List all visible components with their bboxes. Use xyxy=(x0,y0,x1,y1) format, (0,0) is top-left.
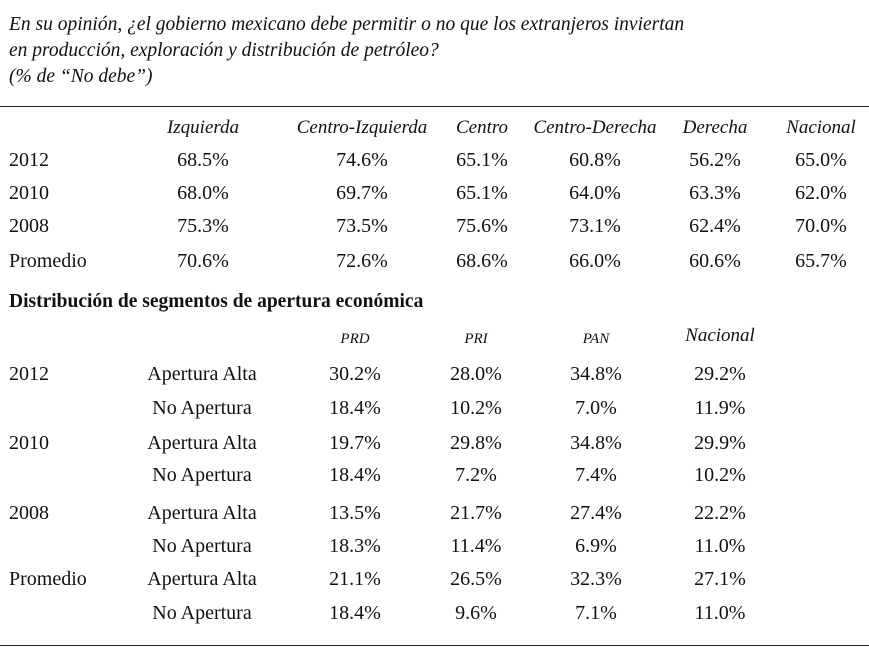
table-cell: 18.4% xyxy=(329,397,381,419)
column-header: Nacional xyxy=(786,117,856,138)
segment-label: Apertura Alta xyxy=(147,432,257,454)
question-title: En su opinión, ¿el gobierno mexicano deb… xyxy=(9,12,864,90)
column-header: Centro-Izquierda xyxy=(296,117,428,138)
table-cell: 32.3% xyxy=(570,568,622,590)
table-cell: 29.8% xyxy=(450,432,502,454)
group-label: 2010 xyxy=(9,432,49,454)
table-cell: 65.1% xyxy=(456,149,508,171)
table-cell: 11.9% xyxy=(694,397,746,419)
column-header: Centro-Derecha xyxy=(533,117,657,138)
segment-label: No Apertura xyxy=(152,397,252,419)
table-cell: 6.9% xyxy=(575,535,617,557)
column-header: PRI xyxy=(464,331,488,347)
segment-label: Apertura Alta xyxy=(147,363,257,385)
segment-label: Apertura Alta xyxy=(147,502,257,524)
group-label: Promedio xyxy=(9,568,87,590)
table-cell: 64.0% xyxy=(569,182,621,204)
title-line-1: En su opinión, ¿el gobierno mexicano deb… xyxy=(9,14,685,35)
table-cell: 26.5% xyxy=(450,568,502,590)
table-cell: 7.2% xyxy=(455,464,497,486)
title-line-2: en producción, exploración y distribució… xyxy=(9,40,439,61)
top-rule xyxy=(0,106,869,107)
row-label: Promedio xyxy=(9,250,87,272)
table-cell: 27.4% xyxy=(570,502,622,524)
table-cell: 27.1% xyxy=(694,568,746,590)
table-cell: 73.5% xyxy=(336,215,388,237)
column-header: PRD xyxy=(340,331,370,347)
table-cell: 10.2% xyxy=(694,464,746,486)
column-header: Centro xyxy=(455,117,509,138)
table-cell: 7.4% xyxy=(575,464,617,486)
table-cell: 68.6% xyxy=(456,250,508,272)
table-cell: 72.6% xyxy=(336,250,388,272)
table-cell: 7.0% xyxy=(575,397,617,419)
group-label: 2008 xyxy=(9,502,49,524)
table-cell: 69.7% xyxy=(336,182,388,204)
table-cell: 34.8% xyxy=(570,363,622,385)
group-label: 2012 xyxy=(9,363,49,385)
table-cell: 70.0% xyxy=(795,215,847,237)
table-cell: 28.0% xyxy=(450,363,502,385)
column-header: Derecha xyxy=(682,117,748,138)
table-cell: 65.1% xyxy=(456,182,508,204)
table-cell: 22.2% xyxy=(694,502,746,524)
table-cell: 60.6% xyxy=(689,250,741,272)
table-cell: 10.2% xyxy=(450,397,502,419)
table-cell: 19.7% xyxy=(329,432,381,454)
table-cell: 62.0% xyxy=(795,182,847,204)
table-cell: 66.0% xyxy=(569,250,621,272)
bottom-rule xyxy=(0,645,869,646)
table-cell: 68.0% xyxy=(177,182,229,204)
row-label: 2008 xyxy=(9,215,49,237)
table-cell: 29.9% xyxy=(694,432,746,454)
row-label: 2012 xyxy=(9,149,49,171)
table-cell: 75.3% xyxy=(177,215,229,237)
table-cell: 65.0% xyxy=(795,149,847,171)
table-cell: 75.6% xyxy=(456,215,508,237)
section-title: Distribución de segmentos de apertura ec… xyxy=(9,291,424,312)
table-cell: 68.5% xyxy=(177,149,229,171)
segment-label: No Apertura xyxy=(152,602,252,624)
title-line-3: (% de “No debe”) xyxy=(9,66,153,87)
column-header: Nacional xyxy=(685,325,755,346)
table-cell: 63.3% xyxy=(689,182,741,204)
table-cell: 18.3% xyxy=(329,535,381,557)
row-label: 2010 xyxy=(9,182,49,204)
table-cell: 18.4% xyxy=(329,602,381,624)
table-cell: 13.5% xyxy=(329,502,381,524)
table-cell: 70.6% xyxy=(177,250,229,272)
table-cell: 34.8% xyxy=(570,432,622,454)
table-cell: 30.2% xyxy=(329,363,381,385)
segment-label: No Apertura xyxy=(152,535,252,557)
table-cell: 73.1% xyxy=(569,215,621,237)
table-cell: 29.2% xyxy=(694,363,746,385)
column-header: PAN xyxy=(582,331,610,347)
table-cell: 9.6% xyxy=(455,602,497,624)
table-cell: 21.7% xyxy=(450,502,502,524)
segment-label: No Apertura xyxy=(152,464,252,486)
table-cell: 11.0% xyxy=(694,535,746,557)
table-cell: 65.7% xyxy=(795,250,847,272)
table-cell: 62.4% xyxy=(689,215,741,237)
table-cell: 11.0% xyxy=(694,602,746,624)
table-cell: 56.2% xyxy=(689,149,741,171)
column-header: Izquierda xyxy=(166,117,240,138)
table-cell: 11.4% xyxy=(450,535,502,557)
table-cell: 60.8% xyxy=(569,149,621,171)
table-cell: 74.6% xyxy=(336,149,388,171)
table-cell: 7.1% xyxy=(575,602,617,624)
table-cell: 18.4% xyxy=(329,464,381,486)
table-cell: 21.1% xyxy=(329,568,381,590)
segment-label: Apertura Alta xyxy=(147,568,257,590)
